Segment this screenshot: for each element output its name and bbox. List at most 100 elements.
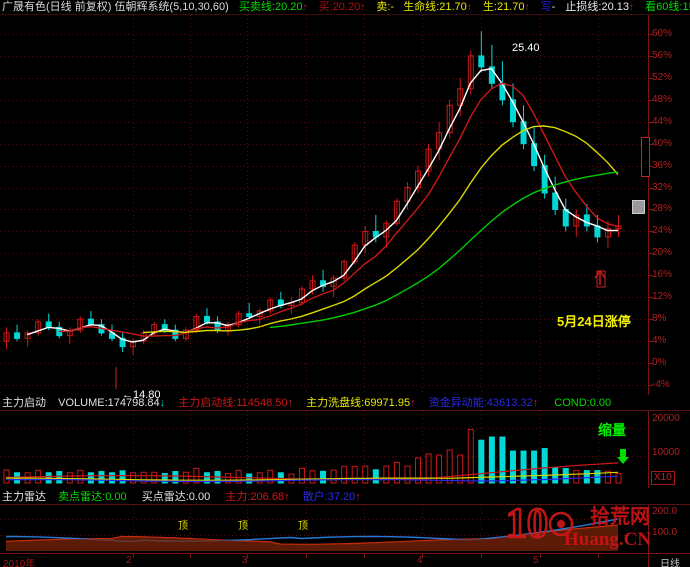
price-chart-panel[interactable]: 60% 56% 52% 48% 44% 40% 36% 32% 28% 24% 20% 16% 12% 8…: [0, 15, 690, 401]
sanhu-value: 37.20: [327, 491, 356, 503]
price-tick-60pct: 60%: [652, 27, 673, 39]
price-tick-28pct: 28%: [652, 203, 673, 215]
zhuli-arrow: ↑: [284, 491, 290, 503]
high-price-label: 25.40: [512, 42, 540, 54]
price-tick-44pct: 44%: [652, 115, 673, 127]
date-label-4: 4: [417, 555, 423, 566]
buy-radar-label: 买点雷达:: [141, 491, 189, 503]
header-stoploss-label: 止损线:: [565, 1, 602, 13]
header-sheng-value: 21.70: [496, 1, 525, 13]
price-tick-36pct: 36%: [652, 159, 673, 171]
header-buy-value: 20.20: [332, 1, 361, 13]
zhuli-label: 主力:: [225, 491, 251, 503]
date-tick: [364, 554, 365, 558]
price-tick-24pct: 24%: [652, 225, 673, 237]
header-sheng-arrow: ↑: [524, 2, 530, 13]
volume-shrink-note: 缩量: [598, 422, 626, 438]
volume-value: 174798.84: [107, 397, 160, 409]
cond-label: COND:: [554, 397, 590, 409]
radar-panel-title: 主力雷达: [2, 491, 46, 503]
low-price-label: ←14.80: [122, 389, 161, 401]
date-tick: [190, 554, 191, 558]
price-axis-separator: [648, 15, 649, 395]
date-tick: [247, 554, 248, 558]
zhuli-value: 206.68: [250, 491, 285, 503]
price-tick-56pct: 56%: [652, 49, 673, 61]
header-lifeline-label: 生命线:: [403, 1, 440, 13]
date-tick: [306, 554, 307, 558]
sanhu-arrow: ↑: [355, 491, 361, 503]
header-maisell-arrow: ↑: [302, 2, 308, 13]
date-label-2010: 2010年: [3, 559, 36, 567]
header-stoploss-value: 20.13: [601, 1, 630, 13]
header-lifeline-arrow: ↑: [466, 2, 472, 13]
candlestick-plot: [0, 15, 653, 395]
radar-marker-2: 顶: [238, 521, 248, 532]
price-tick-0pct: 0%: [652, 357, 667, 369]
header-maisell-label: 买卖线:: [238, 1, 275, 13]
price-tick-20pct: 20%: [652, 247, 673, 259]
sell-radar-value: 0.00: [105, 491, 127, 503]
crosshair-marker[interactable]: [632, 200, 645, 214]
date-tick: [540, 554, 541, 558]
date-axis-separator: [648, 554, 649, 567]
zhuli-start-label: 主力启动线:: [178, 397, 237, 409]
date-axis: 2010年 2 3 4 5 日线: [0, 553, 690, 567]
chart-title: 广晟有色(日线 前复权) 伍朝辉系统(5,10,30,60): [2, 1, 229, 13]
zhuli-wash-label: 主力洗盘线:: [306, 397, 365, 409]
header-sell-label: 卖:: [376, 1, 391, 13]
buy-radar-value: 0.00: [188, 491, 211, 503]
header-maisell-value: 20.20: [274, 1, 303, 13]
price-tick-4pct: 4%: [652, 335, 667, 347]
volume-panel-title: 主力启动: [2, 397, 46, 409]
price-highlight-box: [641, 137, 650, 177]
header-ma60-label: 看60线:: [645, 1, 683, 13]
sanhu-label: 散户:: [302, 491, 328, 503]
header-sheng-label: 生:: [482, 1, 497, 13]
cond-value: 0.00: [589, 397, 612, 409]
header-lifeline-value: 21.70: [439, 1, 467, 13]
radar-marker-1: 顶: [178, 521, 188, 532]
header-buy-arrow: ↑: [360, 2, 366, 13]
capital-move-value: 43613.32: [486, 397, 533, 409]
header-stoploss-arrow: ↑: [629, 2, 635, 13]
header-sell-value: -: [390, 1, 395, 13]
volume-label: VOLUME:: [58, 397, 108, 409]
chart-header-bar: 广晟有色(日线 前复权) 伍朝辉系统(5,10,30,60) 买卖线:20.20…: [0, 0, 690, 15]
header-xie-value: -: [551, 1, 556, 13]
volume-panel-info-line: 主力启动 VOLUME:174798.84↓ 主力启动线:114548.50↑ …: [0, 396, 690, 410]
volume-axis-separator: [648, 411, 649, 488]
radar-marker-3: 顶: [298, 521, 308, 532]
date-tick: [133, 554, 134, 558]
radar-lines-plot: [0, 505, 648, 554]
price-tick-52pct: 52%: [652, 71, 673, 83]
zhuli-start-value: 114548.50: [236, 397, 288, 409]
header-buy-label: 买:: [318, 1, 333, 13]
zhuli-wash-arrow: ↑: [410, 397, 416, 409]
radar-tick-100: 100.0: [652, 527, 678, 538]
zhuli-wash-value: 69971.95: [364, 397, 411, 409]
price-tick-12pct: 12%: [652, 291, 673, 303]
capital-move-arrow: ↑: [532, 397, 539, 409]
volume-arrow: ↓: [159, 397, 166, 409]
header-xie-label: 写: [540, 1, 552, 13]
price-tick-32pct: 32%: [652, 181, 673, 193]
price-tick-40pct: 40%: [652, 137, 673, 149]
capital-move-label: 资金异动能:: [428, 397, 487, 409]
period-label: 日线: [660, 559, 680, 567]
zhuli-start-arrow: ↑: [287, 397, 294, 409]
radar-axis-separator: [648, 505, 649, 553]
price-tick-16pct: 16%: [652, 269, 673, 281]
radar-chart-panel[interactable]: 200.0 100.0 顶 顶 顶: [0, 504, 690, 554]
volume-chart-panel[interactable]: 20000 10000 X10 缩量: [0, 410, 690, 489]
date-tick: [422, 554, 423, 558]
radar-panel-info-line: 主力雷达 卖点雷达:0.00 买点雷达:0.00 主力:206.68↑ 散户:3…: [0, 490, 690, 504]
date-tick: [481, 554, 482, 558]
volume-bars-plot: [0, 411, 648, 489]
date-tick: [598, 554, 599, 558]
header-ma60-value: 1!: [682, 1, 690, 13]
volume-scale-badge: X10: [651, 471, 675, 485]
price-tick-8pct: 8%: [652, 313, 667, 325]
limit-up-note: 5月24日涨停: [557, 314, 631, 329]
